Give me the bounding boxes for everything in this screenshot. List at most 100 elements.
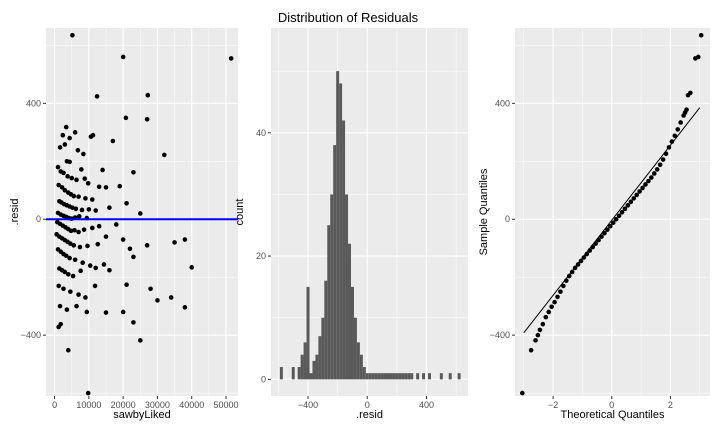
data-point <box>546 309 552 315</box>
data-point <box>651 171 657 176</box>
y-tick-label: 0 <box>505 214 510 224</box>
data-point <box>640 185 645 191</box>
panel-background <box>271 28 468 396</box>
data-point <box>67 135 72 141</box>
data-point <box>182 237 188 242</box>
data-point <box>62 142 68 147</box>
data-point <box>90 132 96 138</box>
figure-title: Distribution of Residuals <box>278 10 419 25</box>
data-point <box>535 332 541 338</box>
data-point <box>675 127 681 132</box>
data-point <box>78 268 83 274</box>
data-point <box>92 283 98 289</box>
gridlines <box>271 28 468 396</box>
data-point <box>148 286 153 292</box>
data-point <box>124 282 129 288</box>
histogram-bar <box>404 373 408 380</box>
y-axis-title: Sample Quantiles <box>478 168 490 255</box>
histogram-bar <box>279 367 283 380</box>
histogram-bar <box>348 243 351 380</box>
data-point <box>67 255 72 261</box>
x-axis-title: sawbyLiked <box>113 409 170 421</box>
data-point <box>120 54 126 60</box>
histogram-bar <box>407 373 411 380</box>
histogram-bar <box>380 373 384 380</box>
data-point <box>56 324 61 330</box>
data-point <box>110 138 116 144</box>
data-point <box>84 309 90 315</box>
data-point <box>70 32 75 38</box>
data-marks <box>520 32 704 396</box>
data-point <box>100 167 105 173</box>
histogram-bar <box>318 336 322 380</box>
data-point <box>669 139 675 144</box>
data-point <box>64 307 70 312</box>
y-tick-label: 400 <box>26 98 41 108</box>
data-point <box>71 243 77 248</box>
data-point <box>76 292 81 297</box>
histogram-bar <box>321 317 325 380</box>
data-point <box>103 310 109 315</box>
data-point <box>107 267 112 273</box>
histogram-bar <box>353 317 357 380</box>
data-point <box>124 201 129 206</box>
data-point <box>85 243 90 249</box>
histogram-bar <box>392 373 396 380</box>
data-point <box>107 205 112 210</box>
histogram-bar <box>383 373 387 380</box>
histogram-bar <box>306 286 310 380</box>
data-point <box>533 338 538 343</box>
data-point <box>182 305 188 310</box>
x-axis-title: .resid <box>356 409 383 421</box>
histogram-bar <box>345 194 349 380</box>
data-point <box>657 162 663 168</box>
data-point <box>654 167 660 172</box>
data-point <box>55 164 61 170</box>
data-point <box>61 286 66 292</box>
data-point <box>93 208 99 213</box>
residuals-vs-sawbyliked-panel: 0 10000 20000 30000 40000 50000 −400 0 400 sawbyL… <box>9 28 239 421</box>
histogram-bar <box>330 194 334 380</box>
histogram-bar <box>395 373 399 380</box>
histogram-bar <box>389 373 393 380</box>
histogram-bar <box>448 373 452 380</box>
histogram-bar <box>291 367 295 380</box>
data-point <box>537 327 543 333</box>
data-point <box>622 206 628 212</box>
histogram-bar <box>362 367 366 380</box>
data-point <box>552 299 557 305</box>
x-tick-label: 20000 <box>111 400 136 410</box>
data-point <box>558 289 563 294</box>
histogram-bar <box>303 342 307 380</box>
data-point <box>89 225 95 231</box>
data-point <box>70 273 76 279</box>
data-point <box>87 263 93 268</box>
x-axis-title: Theoretical Quantiles <box>561 409 665 421</box>
histogram-bar <box>416 373 420 380</box>
data-point <box>101 262 107 267</box>
data-point <box>94 94 100 99</box>
histogram-bar <box>315 354 319 380</box>
data-point <box>103 185 109 190</box>
data-point <box>137 211 143 216</box>
y-tick-label: 20 <box>256 251 266 261</box>
data-point <box>678 120 683 125</box>
histogram-bar <box>386 373 390 380</box>
histogram-bar <box>312 360 316 380</box>
data-point <box>68 228 74 234</box>
data-point <box>85 390 91 396</box>
axes: −2 0 2 −400 0 400 Theoretical Quantiles Sample … <box>478 98 673 421</box>
data-point <box>72 257 78 263</box>
data-point <box>228 56 234 61</box>
data-point <box>60 132 66 138</box>
data-point <box>56 283 61 289</box>
data-point <box>80 260 85 266</box>
qq-plot-panel: −2 0 2 −400 0 400 Theoretical Quantiles Sample … <box>478 28 710 421</box>
data-point <box>540 321 546 327</box>
data-point <box>672 133 678 139</box>
histogram-bar <box>297 367 301 380</box>
histogram-bar <box>359 354 363 380</box>
histogram-bar <box>371 373 375 380</box>
data-point <box>67 159 72 165</box>
histogram-bar <box>365 373 369 380</box>
